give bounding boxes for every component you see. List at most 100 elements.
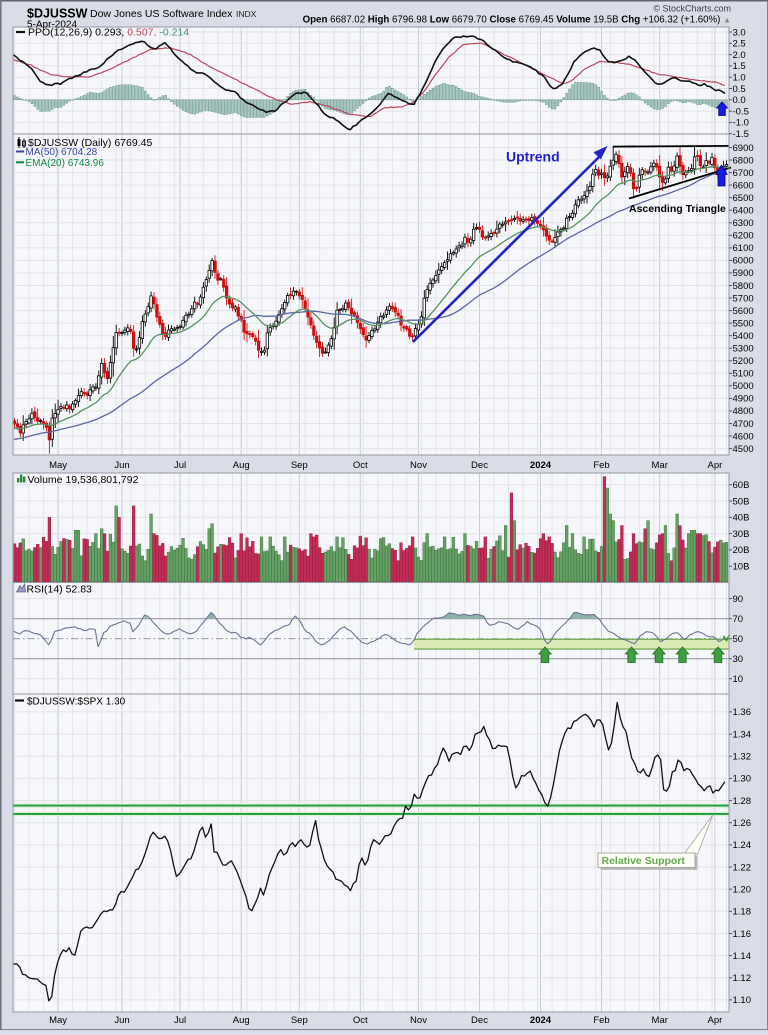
svg-text:20B: 20B <box>733 545 750 556</box>
svg-text:0.5: 0.5 <box>733 84 746 95</box>
svg-text:Feb: Feb <box>593 460 609 471</box>
svg-text:5500: 5500 <box>733 318 754 329</box>
svg-text:4600: 4600 <box>733 431 754 442</box>
svg-text:5600: 5600 <box>733 306 754 317</box>
svg-text:Sep: Sep <box>291 460 308 471</box>
svg-text:6400: 6400 <box>733 206 754 217</box>
svg-text:1.24: 1.24 <box>733 840 752 851</box>
svg-text:5000: 5000 <box>733 381 754 392</box>
svg-text:1.14: 1.14 <box>733 951 752 962</box>
svg-text:5300: 5300 <box>733 344 754 355</box>
svg-text:5200: 5200 <box>733 356 754 367</box>
svg-text:EMA(20) 6743.96: EMA(20) 6743.96 <box>26 158 105 169</box>
svg-text:Jul: Jul <box>174 1015 186 1026</box>
svg-text:Dec: Dec <box>471 1015 488 1026</box>
svg-text:Dow Jones US Software Index: Dow Jones US Software Index <box>90 8 233 20</box>
svg-text:1.26: 1.26 <box>733 818 752 829</box>
svg-text:Aug: Aug <box>233 460 250 471</box>
svg-text:5100: 5100 <box>733 369 754 380</box>
svg-text:Nov: Nov <box>410 460 427 471</box>
svg-text:1.0: 1.0 <box>733 73 746 84</box>
svg-text:4900: 4900 <box>733 394 754 405</box>
svg-text:70: 70 <box>733 614 744 625</box>
svg-text:1.10: 1.10 <box>733 995 752 1006</box>
svg-text:Apr: Apr <box>708 1015 723 1026</box>
svg-text:1.18: 1.18 <box>733 907 752 918</box>
svg-text:INDX: INDX <box>236 9 257 19</box>
svg-text:1.22: 1.22 <box>733 862 752 873</box>
svg-text:6600: 6600 <box>733 180 754 191</box>
svg-text:60B: 60B <box>733 480 750 491</box>
svg-text:Aug: Aug <box>233 1015 250 1026</box>
svg-text:Jun: Jun <box>114 1015 129 1026</box>
svg-text:1.30: 1.30 <box>733 774 752 785</box>
svg-text:Relative Support: Relative Support <box>602 855 686 867</box>
svg-text:Oct: Oct <box>353 460 368 471</box>
svg-text:6700: 6700 <box>733 168 754 179</box>
svg-text:1.16: 1.16 <box>733 929 752 940</box>
svg-text:Jun: Jun <box>114 460 129 471</box>
svg-text:-0.5: -0.5 <box>733 106 749 117</box>
svg-text:4800: 4800 <box>733 406 754 417</box>
svg-text:5-Apr-2024: 5-Apr-2024 <box>27 20 77 31</box>
svg-text:MA(50) 6704.28: MA(50) 6704.28 <box>26 147 98 158</box>
svg-text:5900: 5900 <box>733 268 754 279</box>
svg-text:4500: 4500 <box>733 444 754 455</box>
svg-text:1.36: 1.36 <box>733 707 752 718</box>
svg-text:1.5: 1.5 <box>733 61 746 72</box>
svg-text:2.5: 2.5 <box>733 39 746 50</box>
svg-text:-1.5: -1.5 <box>733 129 749 140</box>
svg-text:May: May <box>49 460 67 471</box>
svg-text:Mar: Mar <box>652 1015 668 1026</box>
svg-text:Dec: Dec <box>471 460 488 471</box>
svg-text:$DJUSSW (Daily) 6769.45: $DJUSSW (Daily) 6769.45 <box>28 137 152 149</box>
svg-text:Mar: Mar <box>652 460 668 471</box>
svg-text:6900: 6900 <box>733 143 754 154</box>
svg-text:30B: 30B <box>733 529 750 540</box>
svg-text:30: 30 <box>733 654 744 665</box>
svg-text:50B: 50B <box>733 496 750 507</box>
svg-text:$DJUSSW:$SPX 1.30: $DJUSSW:$SPX 1.30 <box>27 697 126 708</box>
svg-text:6100: 6100 <box>733 243 754 254</box>
svg-text:5400: 5400 <box>733 331 754 342</box>
svg-text:6200: 6200 <box>733 231 754 242</box>
svg-text:PPO(12,26,9) 0.293, 0.507, -0.: PPO(12,26,9) 0.293, 0.507, -0.214 <box>28 27 189 39</box>
svg-text:Jul: Jul <box>174 460 186 471</box>
svg-text:50: 50 <box>733 634 744 645</box>
svg-text:6500: 6500 <box>733 193 754 204</box>
svg-text:Uptrend: Uptrend <box>506 149 560 165</box>
svg-text:Oct: Oct <box>353 1015 368 1026</box>
svg-text:May: May <box>49 1015 67 1026</box>
svg-text:6300: 6300 <box>733 218 754 229</box>
svg-text:© StockCharts.com: © StockCharts.com <box>653 4 731 14</box>
svg-text:1.12: 1.12 <box>733 973 752 984</box>
svg-text:2024: 2024 <box>530 1015 552 1026</box>
svg-text:10B: 10B <box>733 562 750 573</box>
svg-text:Feb: Feb <box>593 1015 609 1026</box>
svg-text:3.0: 3.0 <box>733 27 746 38</box>
svg-text:Nov: Nov <box>410 1015 427 1026</box>
svg-text:1.28: 1.28 <box>733 796 752 807</box>
svg-text:5800: 5800 <box>733 281 754 292</box>
svg-text:Ascending Triangle: Ascending Triangle <box>629 203 726 215</box>
svg-text:Sep: Sep <box>291 1015 308 1026</box>
svg-text:40B: 40B <box>733 513 750 524</box>
svg-text:10: 10 <box>733 674 744 685</box>
svg-text:1.20: 1.20 <box>733 885 752 896</box>
svg-text:1.32: 1.32 <box>733 752 752 763</box>
svg-text:Open 6687.02 High 6796.98 Low: Open 6687.02 High 6796.98 Low 6679.70 Cl… <box>303 15 731 26</box>
svg-text:2024: 2024 <box>530 460 552 471</box>
svg-text:4700: 4700 <box>733 419 754 430</box>
svg-text:Volume 19,536,801,792: Volume 19,536,801,792 <box>28 474 139 486</box>
svg-text:90: 90 <box>733 594 744 605</box>
svg-text:$DJUSSW: $DJUSSW <box>27 7 88 21</box>
svg-text:1.34: 1.34 <box>733 729 752 740</box>
svg-text:Apr: Apr <box>708 460 723 471</box>
svg-text:RSI(14) 52.83: RSI(14) 52.83 <box>27 584 93 596</box>
svg-text:6800: 6800 <box>733 155 754 166</box>
svg-text:2.0: 2.0 <box>733 50 746 61</box>
svg-text:5700: 5700 <box>733 293 754 304</box>
svg-text:6000: 6000 <box>733 256 754 267</box>
svg-text:-1.0: -1.0 <box>733 118 749 129</box>
svg-text:0.0: 0.0 <box>733 95 746 106</box>
